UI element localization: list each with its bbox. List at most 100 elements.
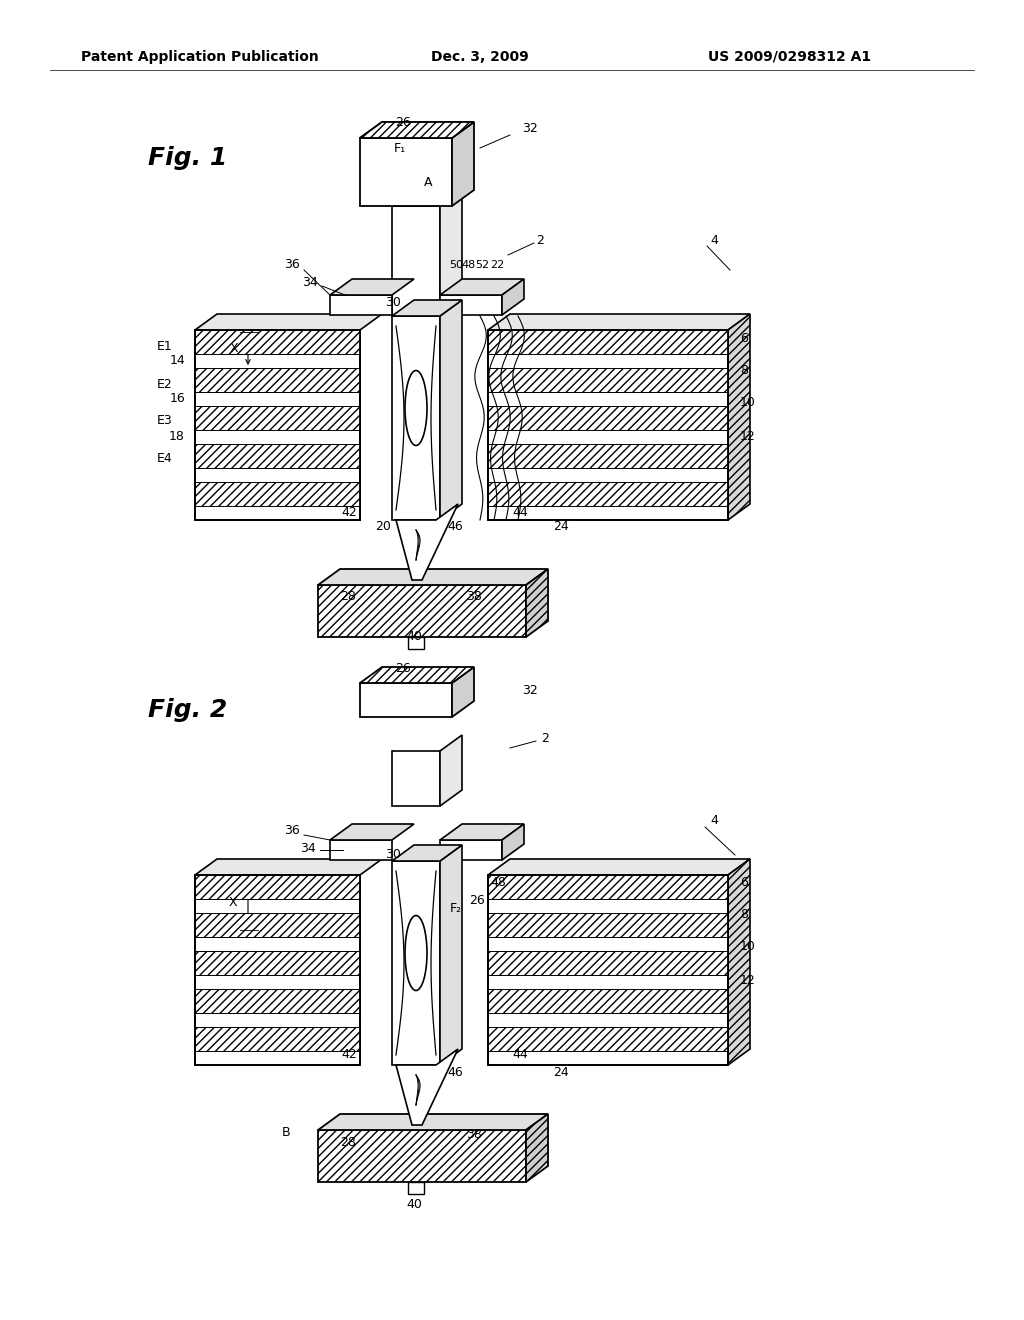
Text: 10: 10 — [740, 396, 756, 409]
Polygon shape — [488, 314, 750, 330]
Text: E1: E1 — [157, 339, 172, 352]
Text: 50: 50 — [449, 260, 463, 271]
Text: 46: 46 — [447, 520, 463, 533]
Bar — [195, 875, 360, 899]
Polygon shape — [396, 1049, 458, 1125]
Text: 36: 36 — [284, 824, 300, 837]
Text: 4: 4 — [710, 234, 718, 247]
Ellipse shape — [406, 371, 427, 446]
Polygon shape — [440, 190, 462, 315]
Text: 2: 2 — [541, 731, 549, 744]
Polygon shape — [440, 735, 462, 807]
Ellipse shape — [406, 916, 427, 990]
Bar — [195, 913, 360, 937]
Polygon shape — [728, 314, 750, 520]
Bar — [488, 989, 728, 1012]
Polygon shape — [502, 824, 524, 861]
Bar — [488, 875, 728, 899]
Polygon shape — [396, 504, 458, 579]
Text: 38: 38 — [466, 590, 482, 603]
Polygon shape — [440, 840, 502, 861]
Text: E3: E3 — [157, 414, 172, 428]
Text: 6: 6 — [740, 876, 748, 890]
Bar — [195, 482, 360, 506]
Bar — [488, 444, 728, 469]
Polygon shape — [330, 294, 392, 315]
Text: 18: 18 — [169, 430, 185, 444]
Bar — [488, 913, 728, 937]
Polygon shape — [728, 859, 750, 1065]
Polygon shape — [488, 330, 728, 520]
Polygon shape — [452, 121, 474, 206]
Polygon shape — [392, 300, 462, 315]
Text: 38: 38 — [466, 1129, 482, 1142]
Polygon shape — [440, 845, 462, 1065]
Polygon shape — [330, 279, 414, 294]
Text: 44: 44 — [512, 507, 527, 520]
Text: 40: 40 — [407, 631, 422, 644]
Bar — [195, 950, 360, 975]
Text: US 2009/0298312 A1: US 2009/0298312 A1 — [709, 50, 871, 63]
Text: 42: 42 — [341, 507, 357, 520]
Polygon shape — [195, 859, 382, 875]
Text: 10: 10 — [740, 940, 756, 953]
Polygon shape — [392, 315, 440, 520]
Polygon shape — [452, 667, 474, 717]
Polygon shape — [392, 751, 440, 807]
Text: X: X — [228, 895, 238, 908]
Polygon shape — [195, 875, 360, 1065]
Text: 34: 34 — [302, 276, 317, 289]
Text: 26: 26 — [395, 661, 411, 675]
Text: 32: 32 — [522, 685, 538, 697]
Text: 36: 36 — [284, 257, 300, 271]
Text: 26: 26 — [395, 116, 411, 128]
Polygon shape — [195, 314, 382, 330]
Polygon shape — [195, 330, 360, 520]
Polygon shape — [360, 139, 452, 206]
Text: 26: 26 — [469, 895, 485, 908]
Polygon shape — [392, 845, 462, 861]
Polygon shape — [488, 859, 750, 875]
Text: 2: 2 — [536, 234, 544, 247]
Polygon shape — [440, 300, 462, 520]
Polygon shape — [360, 682, 452, 717]
Text: 22: 22 — [489, 260, 504, 271]
Bar — [195, 1027, 360, 1051]
Text: 48: 48 — [462, 260, 476, 271]
Text: 12: 12 — [740, 974, 756, 986]
Bar — [195, 330, 360, 354]
Text: F₁: F₁ — [394, 141, 407, 154]
Bar — [488, 330, 728, 354]
Bar — [408, 638, 424, 649]
Polygon shape — [526, 569, 548, 638]
Text: A: A — [424, 176, 432, 189]
Polygon shape — [526, 1114, 548, 1181]
Text: 28: 28 — [340, 590, 356, 603]
Text: Patent Application Publication: Patent Application Publication — [81, 50, 318, 63]
Bar — [488, 407, 728, 430]
Text: 52: 52 — [475, 260, 489, 271]
Text: 28: 28 — [340, 1135, 356, 1148]
Bar — [488, 950, 728, 975]
Text: 34: 34 — [300, 842, 315, 854]
Polygon shape — [360, 121, 474, 139]
Polygon shape — [440, 279, 524, 294]
Polygon shape — [318, 585, 526, 638]
Text: Fig. 2: Fig. 2 — [148, 698, 227, 722]
Text: B: B — [282, 1126, 291, 1139]
Polygon shape — [488, 875, 728, 1065]
Text: 48: 48 — [490, 876, 506, 890]
Bar — [408, 1181, 424, 1195]
Text: 8: 8 — [740, 363, 748, 376]
Polygon shape — [330, 824, 414, 840]
Polygon shape — [440, 294, 502, 315]
Bar — [195, 989, 360, 1012]
Text: 30: 30 — [385, 297, 401, 309]
Polygon shape — [360, 121, 474, 139]
Text: 20: 20 — [375, 520, 391, 533]
Text: 44: 44 — [512, 1048, 527, 1061]
Text: Fig. 1: Fig. 1 — [148, 147, 227, 170]
Bar — [195, 407, 360, 430]
Text: F₂: F₂ — [450, 903, 462, 916]
Text: 12: 12 — [740, 430, 756, 444]
